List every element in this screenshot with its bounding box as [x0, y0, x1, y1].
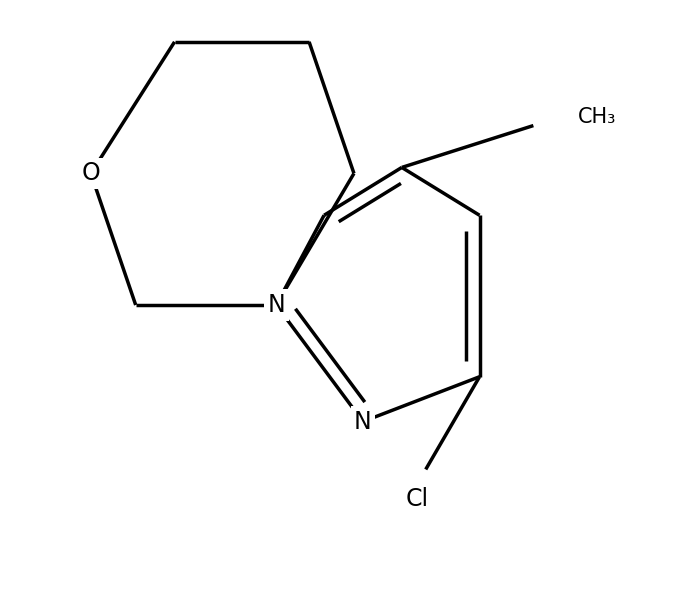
Text: Cl: Cl: [405, 487, 428, 511]
Text: O: O: [81, 161, 101, 185]
Text: N: N: [267, 293, 285, 317]
Text: CH₃: CH₃: [578, 106, 616, 127]
Text: N: N: [354, 410, 372, 434]
